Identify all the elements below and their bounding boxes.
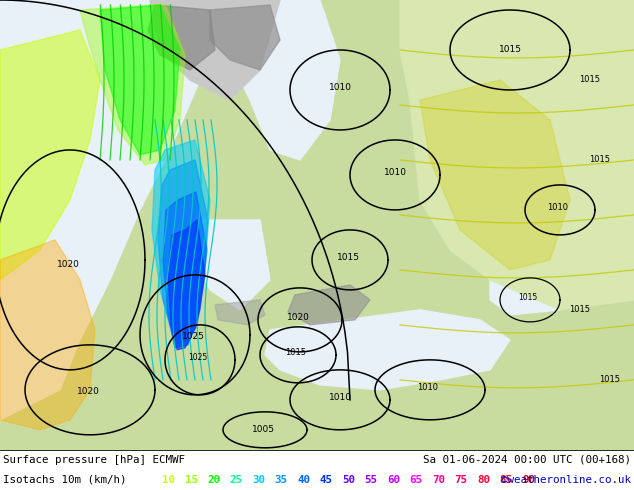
Polygon shape <box>80 4 185 165</box>
Text: 1010: 1010 <box>418 383 439 392</box>
Text: 1015: 1015 <box>579 75 600 84</box>
Text: 1010: 1010 <box>384 169 406 177</box>
Text: Surface pressure [hPa] ECMWF: Surface pressure [hPa] ECMWF <box>3 455 185 465</box>
Polygon shape <box>420 80 570 270</box>
Polygon shape <box>152 140 210 340</box>
Text: 1025: 1025 <box>181 332 204 342</box>
Polygon shape <box>0 240 95 430</box>
Text: 45: 45 <box>320 475 332 485</box>
Polygon shape <box>0 30 100 280</box>
Text: 10: 10 <box>162 475 175 485</box>
Polygon shape <box>230 0 340 160</box>
Text: 65: 65 <box>410 475 422 485</box>
Polygon shape <box>400 0 634 310</box>
Polygon shape <box>215 300 265 325</box>
Text: 1010: 1010 <box>328 393 351 402</box>
Text: 1015: 1015 <box>569 305 590 315</box>
Text: 1015: 1015 <box>600 375 621 384</box>
Text: 90: 90 <box>522 475 535 485</box>
Polygon shape <box>148 5 215 70</box>
Text: 70: 70 <box>432 475 445 485</box>
Polygon shape <box>265 310 510 390</box>
Text: ©weatheronline.co.uk: ©weatheronline.co.uk <box>501 475 631 485</box>
Text: 1015: 1015 <box>285 348 306 357</box>
Polygon shape <box>150 0 280 100</box>
Text: 1015: 1015 <box>519 294 538 302</box>
Polygon shape <box>158 160 208 345</box>
Text: 1015: 1015 <box>337 253 359 263</box>
Text: 1010: 1010 <box>548 203 569 213</box>
Polygon shape <box>210 5 280 70</box>
Polygon shape <box>100 5 180 155</box>
Text: 1015: 1015 <box>498 46 522 54</box>
Text: 1015: 1015 <box>590 155 611 165</box>
Polygon shape <box>490 270 580 315</box>
Text: 40: 40 <box>297 475 310 485</box>
Text: 60: 60 <box>387 475 400 485</box>
Text: 35: 35 <box>275 475 287 485</box>
Text: 30: 30 <box>252 475 265 485</box>
Text: 20: 20 <box>207 475 220 485</box>
Text: Isotachs 10m (km/h): Isotachs 10m (km/h) <box>3 475 127 485</box>
Text: 1010: 1010 <box>328 83 351 93</box>
Text: 85: 85 <box>500 475 512 485</box>
Text: 25: 25 <box>230 475 242 485</box>
Polygon shape <box>163 192 207 348</box>
Polygon shape <box>168 220 205 350</box>
Text: 1020: 1020 <box>56 260 79 270</box>
Text: 75: 75 <box>455 475 467 485</box>
Text: 1020: 1020 <box>77 387 100 396</box>
Text: 1005: 1005 <box>252 425 275 434</box>
Text: 1020: 1020 <box>287 314 309 322</box>
Text: 55: 55 <box>365 475 377 485</box>
Text: 15: 15 <box>184 475 198 485</box>
Polygon shape <box>195 220 270 310</box>
Text: 1025: 1025 <box>188 353 207 363</box>
Polygon shape <box>0 0 200 420</box>
Polygon shape <box>288 285 370 325</box>
Text: 50: 50 <box>342 475 355 485</box>
Text: Sa 01-06-2024 00:00 UTC (00+168): Sa 01-06-2024 00:00 UTC (00+168) <box>423 455 631 465</box>
Text: 80: 80 <box>477 475 490 485</box>
